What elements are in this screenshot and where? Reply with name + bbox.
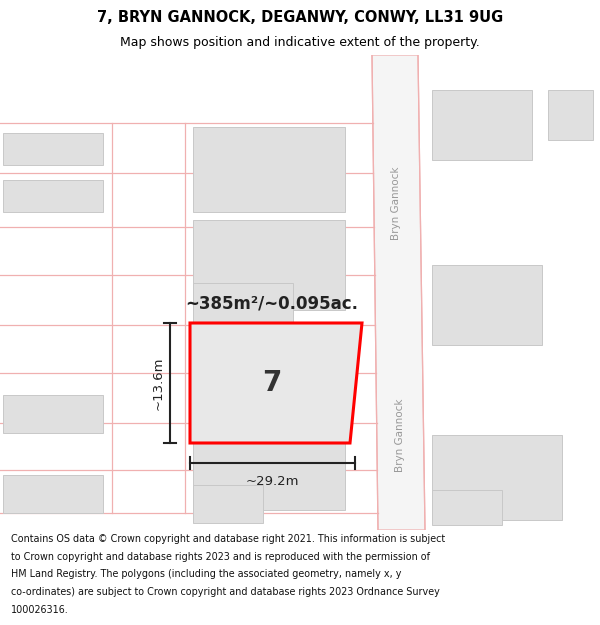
Text: Contains OS data © Crown copyright and database right 2021. This information is : Contains OS data © Crown copyright and d…: [11, 534, 445, 544]
Text: ~385m²/~0.095ac.: ~385m²/~0.095ac.: [185, 294, 359, 312]
Bar: [432, 490, 502, 525]
Bar: [432, 435, 562, 520]
Text: 7: 7: [262, 369, 281, 397]
Text: ~13.6m: ~13.6m: [151, 356, 164, 410]
Text: ~29.2m: ~29.2m: [245, 475, 299, 488]
Bar: [432, 90, 532, 160]
Text: 100026316.: 100026316.: [11, 605, 68, 615]
Polygon shape: [190, 323, 362, 443]
Bar: [3, 180, 103, 212]
Bar: [3, 475, 103, 513]
Text: HM Land Registry. The polygons (including the associated geometry, namely x, y: HM Land Registry. The polygons (includin…: [11, 569, 401, 579]
Bar: [548, 90, 593, 140]
Bar: [3, 133, 103, 165]
Text: Map shows position and indicative extent of the property.: Map shows position and indicative extent…: [120, 36, 480, 49]
Polygon shape: [372, 55, 425, 530]
Bar: [3, 395, 103, 433]
Bar: [193, 435, 345, 510]
Bar: [193, 283, 293, 343]
Text: Bryn Gannock: Bryn Gannock: [395, 398, 405, 472]
Text: to Crown copyright and database rights 2023 and is reproduced with the permissio: to Crown copyright and database rights 2…: [11, 552, 430, 562]
Bar: [210, 338, 340, 428]
Bar: [193, 220, 345, 310]
Text: 7, BRYN GANNOCK, DEGANWY, CONWY, LL31 9UG: 7, BRYN GANNOCK, DEGANWY, CONWY, LL31 9U…: [97, 10, 503, 25]
Bar: [432, 265, 542, 345]
Bar: [193, 485, 263, 523]
Text: co-ordinates) are subject to Crown copyright and database rights 2023 Ordnance S: co-ordinates) are subject to Crown copyr…: [11, 587, 440, 597]
Bar: [193, 127, 345, 212]
Text: Bryn Gannock: Bryn Gannock: [391, 166, 401, 240]
